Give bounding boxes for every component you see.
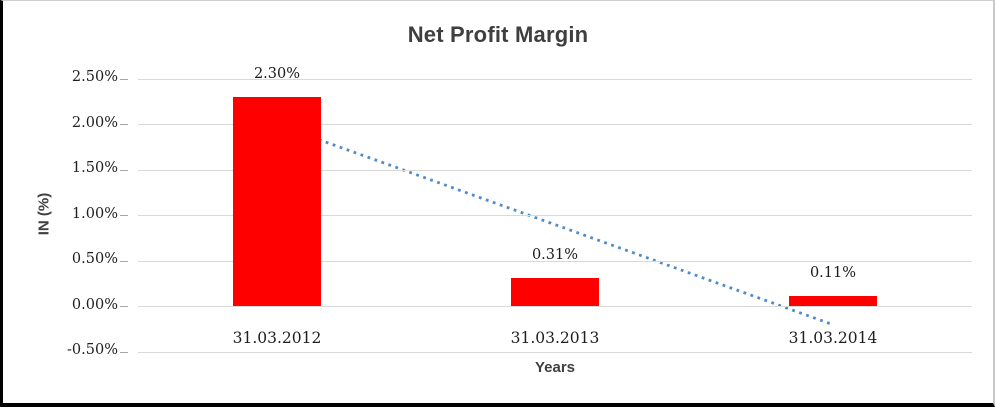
gridline <box>138 306 972 307</box>
category-label: 31.03.2013 <box>510 329 600 347</box>
y-tick-label: 2.00% <box>71 114 118 131</box>
trendline <box>276 123 834 327</box>
gridline <box>138 78 972 80</box>
y-tick-label: 0.00% <box>71 296 118 313</box>
y-axis: 2.50% 2.00% 1.50% 1.00% 0.50% 0.00% -0.50% <box>3 69 136 358</box>
y-axis-tick <box>120 306 128 307</box>
bar-31.03.2014 <box>789 296 877 307</box>
y-axis-tick <box>120 124 128 125</box>
y-tick-label: -0.50% <box>67 342 118 358</box>
y-axis-tick <box>120 351 128 353</box>
gridline <box>138 351 972 353</box>
y-axis-tick <box>120 78 128 80</box>
category-label: 31.03.2012 <box>232 329 322 347</box>
bar-31.03.2012 <box>233 97 321 307</box>
gridline <box>138 215 972 216</box>
gridline <box>138 124 972 125</box>
gridline <box>138 260 972 262</box>
y-axis-tick <box>120 215 128 216</box>
bar-value-label: 0.11% <box>809 265 857 282</box>
bar-31.03.2013 <box>511 278 599 307</box>
y-axis-tick <box>120 260 128 262</box>
y-tick-label: 2.50% <box>71 69 118 85</box>
y-axis-tick <box>120 169 128 171</box>
y-tick-label: 0.50% <box>71 251 118 267</box>
bar-value-label: 2.30% <box>253 66 301 83</box>
y-tick-label: 1.50% <box>71 160 118 176</box>
plot-area: 2.30% 31.03.2012 0.31% 31.03.2013 0.11% 31.03… <box>138 66 972 353</box>
y-tick-label: 1.00% <box>71 205 118 222</box>
gridline <box>138 169 972 171</box>
category-label: 31.03.2014 <box>788 329 878 347</box>
x-axis-title: Years <box>534 359 576 376</box>
trendline-segment <box>276 123 834 327</box>
chart-title: Net Profit Margin <box>407 22 589 47</box>
bar-value-label: 0.31% <box>531 247 579 264</box>
